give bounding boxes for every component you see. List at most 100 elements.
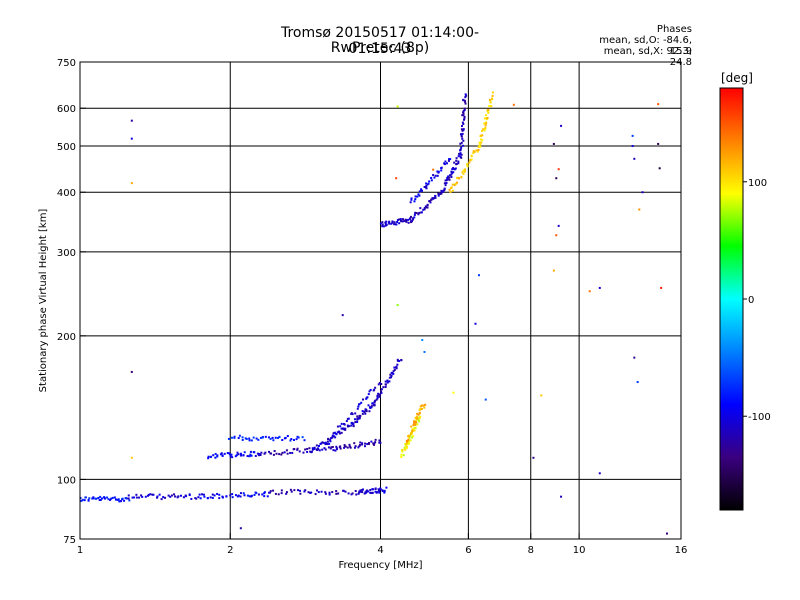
trace-point <box>278 435 281 438</box>
y-tick-label: 750 <box>57 58 76 69</box>
chart-subtitle: RwPretec (8p) <box>330 40 430 56</box>
trace-point <box>328 442 331 445</box>
trace-point <box>450 173 453 176</box>
trace-point <box>424 205 427 208</box>
axes: 1 2 4 6 8 10 16 75 100 200 300 400 500 600 750 Frequenc… <box>38 58 687 571</box>
trace-point <box>296 435 299 438</box>
trace-point <box>444 184 447 187</box>
trace-point <box>440 190 443 193</box>
trace-point <box>350 424 353 427</box>
scatter-point <box>130 456 133 459</box>
trace-point <box>221 454 224 457</box>
trace-point <box>381 225 384 228</box>
scatter-point <box>588 290 591 293</box>
trace-point <box>311 448 314 451</box>
trace-point <box>401 448 404 451</box>
trace-point <box>246 494 249 497</box>
trace-point <box>285 449 288 452</box>
trace-point <box>280 453 283 456</box>
trace-point <box>460 128 463 131</box>
trace-point <box>465 94 468 97</box>
trace-point <box>420 189 423 192</box>
trace-point <box>448 174 451 177</box>
trace-point <box>405 447 408 450</box>
trace-point <box>407 442 410 445</box>
trace-point <box>238 434 241 437</box>
trace-point <box>302 451 305 454</box>
trace-point <box>290 490 293 493</box>
y-tick-label: 400 <box>57 188 76 199</box>
trace-point <box>424 206 427 209</box>
trace-point <box>388 376 391 379</box>
trace-point <box>418 420 421 423</box>
trace-point <box>466 163 469 166</box>
trace-point <box>459 142 462 145</box>
trace-point <box>455 181 458 184</box>
trace-point <box>448 158 451 161</box>
trace-point <box>221 496 224 499</box>
scatter-point <box>396 304 399 307</box>
trace-point <box>365 397 368 400</box>
trace-point <box>289 439 292 442</box>
trace-point <box>409 217 412 220</box>
x-tick-label: 2 <box>227 545 233 556</box>
trace-point <box>331 436 334 439</box>
trace-point <box>424 403 427 406</box>
trace-point <box>329 439 332 442</box>
trace-point <box>409 201 412 204</box>
scatter-point <box>657 103 660 106</box>
trace-point <box>304 448 307 451</box>
trace-point <box>249 450 252 453</box>
trace-point <box>227 437 230 440</box>
trace-point <box>392 370 395 373</box>
trace-point <box>379 222 382 225</box>
scatter-point <box>452 391 455 394</box>
trace-point <box>240 454 243 457</box>
trace-point <box>411 217 414 220</box>
trace-point <box>334 449 337 452</box>
trace-point <box>272 489 275 492</box>
y-tick-label: 300 <box>57 248 76 259</box>
trace-point <box>285 491 288 494</box>
trace-point <box>463 108 466 111</box>
trace-point <box>377 383 380 386</box>
trace-point <box>329 440 332 443</box>
trace-point <box>461 125 464 128</box>
trace-point <box>201 493 204 496</box>
trace-point <box>237 494 240 497</box>
trace-point <box>440 192 443 195</box>
trace-point <box>92 497 95 500</box>
trace-point <box>269 491 272 494</box>
trace-point <box>230 453 233 456</box>
trace-point <box>485 122 488 125</box>
trace-point <box>250 495 253 498</box>
trace-point <box>378 381 381 384</box>
trace-point <box>449 158 452 161</box>
trace-point <box>329 447 332 450</box>
trace-point <box>344 428 347 431</box>
trace-point <box>348 425 351 428</box>
trace-point <box>235 454 238 457</box>
trace-point <box>342 427 345 430</box>
trace-point <box>400 220 403 223</box>
trace-point <box>403 219 406 222</box>
trace-point <box>430 176 433 179</box>
trace-point <box>199 497 202 500</box>
trace-point <box>336 425 339 428</box>
trace-point <box>111 496 114 499</box>
trace-point <box>357 417 360 420</box>
trace-point <box>368 410 371 413</box>
scatter-point <box>341 314 344 317</box>
trace-point <box>370 406 373 409</box>
trace-point <box>457 160 460 163</box>
trace-point <box>404 444 407 447</box>
trace-point <box>491 94 494 97</box>
colorbar-tick-label: 0 <box>748 295 754 306</box>
trace-point <box>248 437 251 440</box>
trace-point <box>410 220 413 223</box>
trace-point <box>335 445 338 448</box>
trace-point <box>216 492 219 495</box>
trace-point <box>335 447 338 450</box>
trace-point <box>413 427 416 430</box>
y-tick-label: 200 <box>57 332 76 343</box>
